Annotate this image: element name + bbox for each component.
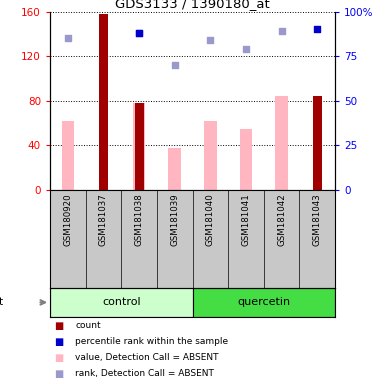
Text: quercetin: quercetin (237, 297, 290, 308)
Bar (135, 103, 144, 190)
Bar (240, 129, 252, 190)
Point (207, 37, 213, 43)
Text: ■: ■ (54, 337, 63, 347)
Point (243, 46, 249, 52)
Text: GSM180920: GSM180920 (64, 193, 72, 246)
Text: GSM181043: GSM181043 (313, 193, 321, 246)
Text: ■: ■ (54, 353, 63, 363)
Text: ■: ■ (54, 321, 63, 331)
Point (172, 62, 178, 68)
Text: rank, Detection Call = ABSENT: rank, Detection Call = ABSENT (75, 369, 214, 378)
Text: value, Detection Call = ABSENT: value, Detection Call = ABSENT (75, 353, 219, 362)
Point (278, 28, 285, 34)
Bar (313, 96, 321, 190)
Text: GSM181037: GSM181037 (99, 193, 108, 246)
Point (65, 35, 71, 41)
Bar (99, 14, 108, 190)
Text: GSM181041: GSM181041 (241, 193, 250, 246)
Bar (133, 103, 145, 190)
Text: GSM181039: GSM181039 (170, 193, 179, 246)
Bar (50, 288, 192, 317)
Text: count: count (75, 321, 101, 329)
Text: control: control (102, 297, 141, 308)
Text: percentile rank within the sample: percentile rank within the sample (75, 337, 228, 346)
Title: GDS3133 / 1390180_at: GDS3133 / 1390180_at (115, 0, 270, 10)
Text: ■: ■ (54, 369, 63, 379)
Text: GSM181038: GSM181038 (135, 193, 144, 246)
Text: agent: agent (0, 297, 4, 308)
Point (136, 30, 142, 36)
Bar (169, 148, 181, 190)
Point (136, 30, 142, 36)
Bar (62, 121, 74, 190)
Bar (275, 96, 288, 190)
Bar (192, 288, 335, 317)
Point (314, 26, 320, 33)
Text: GSM181042: GSM181042 (277, 193, 286, 246)
Text: GSM181040: GSM181040 (206, 193, 215, 246)
Bar (204, 121, 216, 190)
